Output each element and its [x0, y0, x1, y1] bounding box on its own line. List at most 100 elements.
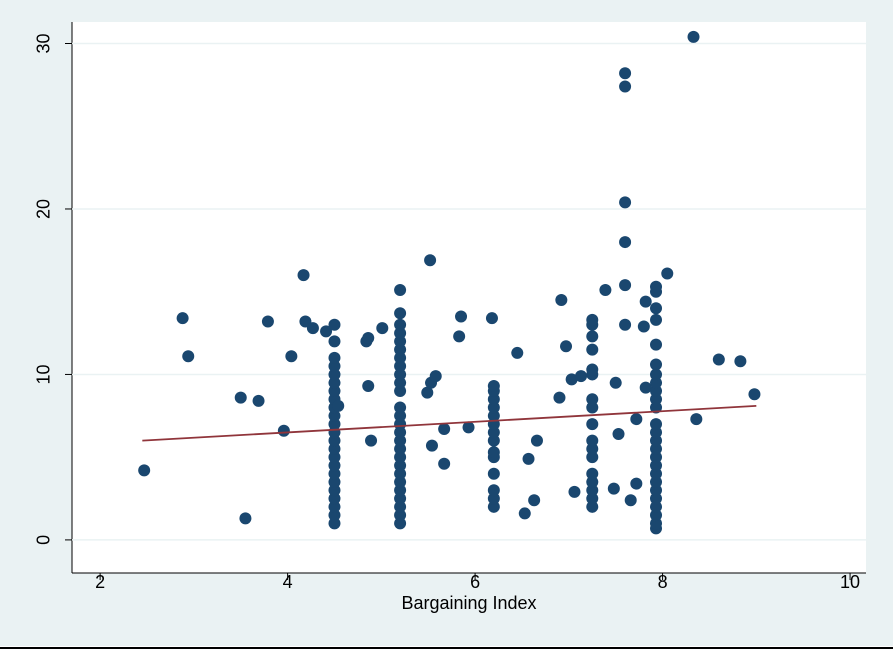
scatter-point [328, 459, 341, 472]
scatter-point [607, 482, 620, 495]
scatter-point [586, 330, 599, 343]
scatter-point [565, 373, 578, 386]
scatter-point [522, 452, 535, 465]
scatter-point [328, 467, 341, 480]
scatter-point [487, 500, 500, 513]
scatter-point [394, 284, 407, 297]
scatter-point [690, 413, 703, 426]
scatter-point [462, 421, 475, 434]
scatter-point [394, 376, 407, 389]
scatter-point [487, 426, 500, 439]
scatter-point [650, 368, 663, 381]
scatter-point [394, 467, 407, 480]
scatter-point [261, 315, 274, 328]
x-tick-label: 6 [470, 572, 480, 592]
scatter-point [555, 293, 568, 306]
scatter-point [394, 484, 407, 497]
scatter-point [511, 346, 524, 359]
scatter-point [328, 484, 341, 497]
scatter-point [394, 475, 407, 488]
scatter-point [650, 517, 663, 530]
scatter-point [394, 307, 407, 320]
scatter-point [328, 418, 341, 431]
y-tick-label: 0 [34, 535, 54, 545]
scatter-point [734, 355, 747, 368]
scatter-point [650, 442, 663, 455]
scatter-point [394, 401, 407, 414]
scatter-point [394, 368, 407, 381]
x-tick-label: 8 [658, 572, 668, 592]
scatter-point [630, 477, 643, 490]
plot-area [72, 22, 866, 573]
scatter-point [394, 360, 407, 373]
scatter-point [487, 409, 500, 422]
scatter-point [586, 393, 599, 406]
scatter-point [650, 492, 663, 505]
scatter-point [328, 335, 341, 348]
scatter-point [487, 467, 500, 480]
scatter-point [394, 335, 407, 348]
scatter-point [394, 351, 407, 364]
scatter-point [619, 196, 632, 209]
x-tick-label: 10 [840, 572, 860, 592]
scatter-point [528, 494, 541, 507]
scatter-point [394, 459, 407, 472]
scatter-point [650, 434, 663, 447]
scatter-point [394, 327, 407, 340]
scatter-point [487, 484, 500, 497]
scatter-point [650, 376, 663, 389]
scatter-point [394, 442, 407, 455]
scatter-point [487, 446, 500, 459]
scatter-point [586, 442, 599, 455]
scatter-point [487, 492, 500, 505]
y-tick-label: 20 [34, 199, 54, 219]
scatter-point [421, 386, 434, 399]
scatter-point [453, 330, 466, 343]
scatter-point [650, 280, 663, 293]
fit-line [142, 404, 757, 442]
scatter-point [586, 492, 599, 505]
scatter-point [487, 380, 500, 393]
scatter-point [650, 426, 663, 439]
scatter-point [650, 338, 663, 351]
scatter-point [650, 451, 663, 464]
scatter-point [328, 492, 341, 505]
scatter-point [639, 381, 652, 394]
scatter-point [328, 384, 341, 397]
scatter-point [328, 351, 341, 364]
scatter-point [297, 269, 310, 282]
scatter-point [394, 509, 407, 522]
scatter-point [650, 484, 663, 497]
scatter-point [394, 517, 407, 530]
scatter-point [328, 376, 341, 389]
scatter-point [328, 442, 341, 455]
scatter-point [619, 80, 632, 93]
scatter-point [394, 318, 407, 331]
scatter-point [285, 350, 298, 363]
scatter-point [429, 370, 442, 383]
x-tick-label: 2 [95, 572, 105, 592]
scatter-point [328, 318, 341, 331]
scatter-point [609, 376, 622, 389]
y-tick-label: 30 [34, 33, 54, 53]
scatter-point [619, 236, 632, 249]
scatter-point [612, 428, 625, 441]
x-tick-label: 4 [283, 572, 293, 592]
scatter-point [394, 451, 407, 464]
scatter-point [365, 434, 378, 447]
scatter-point [438, 457, 451, 470]
scatter-point [687, 30, 700, 43]
scatter-point [362, 380, 375, 393]
scatter-point [650, 302, 663, 315]
y-tick-label: 10 [34, 364, 54, 384]
scatter-point [328, 500, 341, 513]
scatter-point [586, 475, 599, 488]
scatter-point [182, 350, 195, 363]
scatter-point [586, 418, 599, 431]
scatter-point [530, 434, 543, 447]
scatter-point [619, 279, 632, 292]
scatter-point [328, 409, 341, 422]
scatter-point [306, 322, 319, 335]
scatter-point [553, 391, 566, 404]
